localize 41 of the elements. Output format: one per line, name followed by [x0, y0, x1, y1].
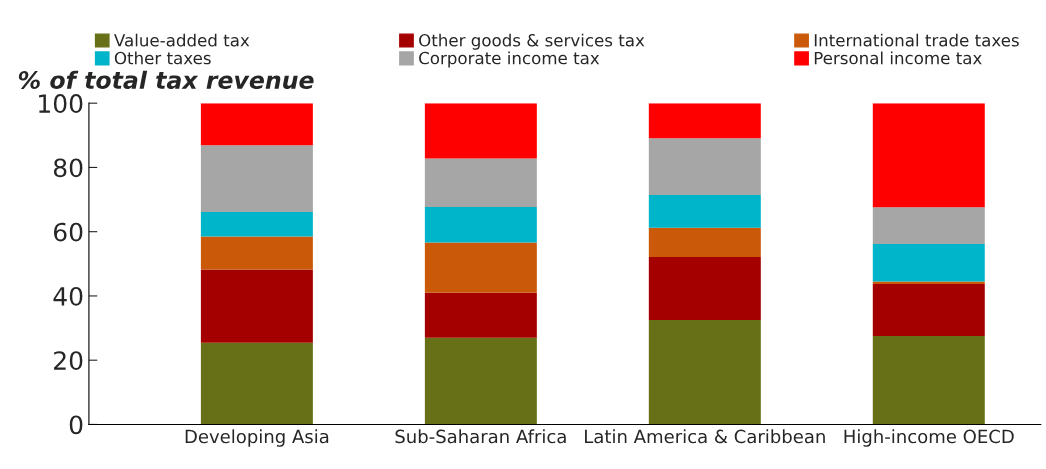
bar: [648, 138, 761, 196]
y-axis-title: % of total tax revenue: [18, 70, 314, 89]
legend-label: Other taxes: [114, 51, 211, 65]
bar: [648, 257, 761, 321]
bar: [872, 281, 985, 285]
bar: [872, 284, 985, 337]
bar: [648, 227, 761, 258]
bar: [648, 195, 761, 228]
bar: [872, 336, 985, 425]
bar: [200, 103, 313, 146]
bar: [424, 292, 537, 338]
bar: [424, 242, 537, 293]
y-tick-label: 0: [69, 415, 83, 435]
bar: [424, 158, 537, 207]
bar: [872, 243, 985, 282]
legend-label: Corporate income tax: [419, 51, 600, 68]
x-tick-label: Latin America & Caribbean: [585, 429, 825, 444]
legend-label: International trade taxes: [814, 33, 1019, 47]
legend-label: Value-added tax: [114, 33, 250, 47]
bar: [424, 103, 537, 159]
x-tick-label: High-income OECD: [844, 429, 1014, 447]
x-tick-label: Sub-Saharan Africa: [395, 429, 566, 444]
bar: [200, 342, 313, 425]
y-tick-label: 80: [53, 158, 83, 178]
y-tick-label: 40: [53, 286, 83, 306]
bar: [200, 236, 313, 270]
bar: [424, 206, 537, 243]
bar: [648, 320, 761, 425]
y-tick-label: 20: [54, 351, 83, 371]
legend-label: Other goods & services tax: [419, 33, 645, 50]
bar: [648, 103, 761, 139]
bar: [872, 207, 985, 244]
y-tick-label: 100: [39, 94, 83, 114]
x-tick-label: Developing Asia: [185, 429, 329, 447]
bar: [424, 337, 537, 425]
bar: [200, 269, 313, 343]
bar: [872, 103, 985, 208]
bar: [200, 212, 313, 237]
y-tick-label: 60: [53, 222, 83, 242]
legend-label: Personal income tax: [814, 51, 982, 65]
bar: [200, 145, 313, 213]
